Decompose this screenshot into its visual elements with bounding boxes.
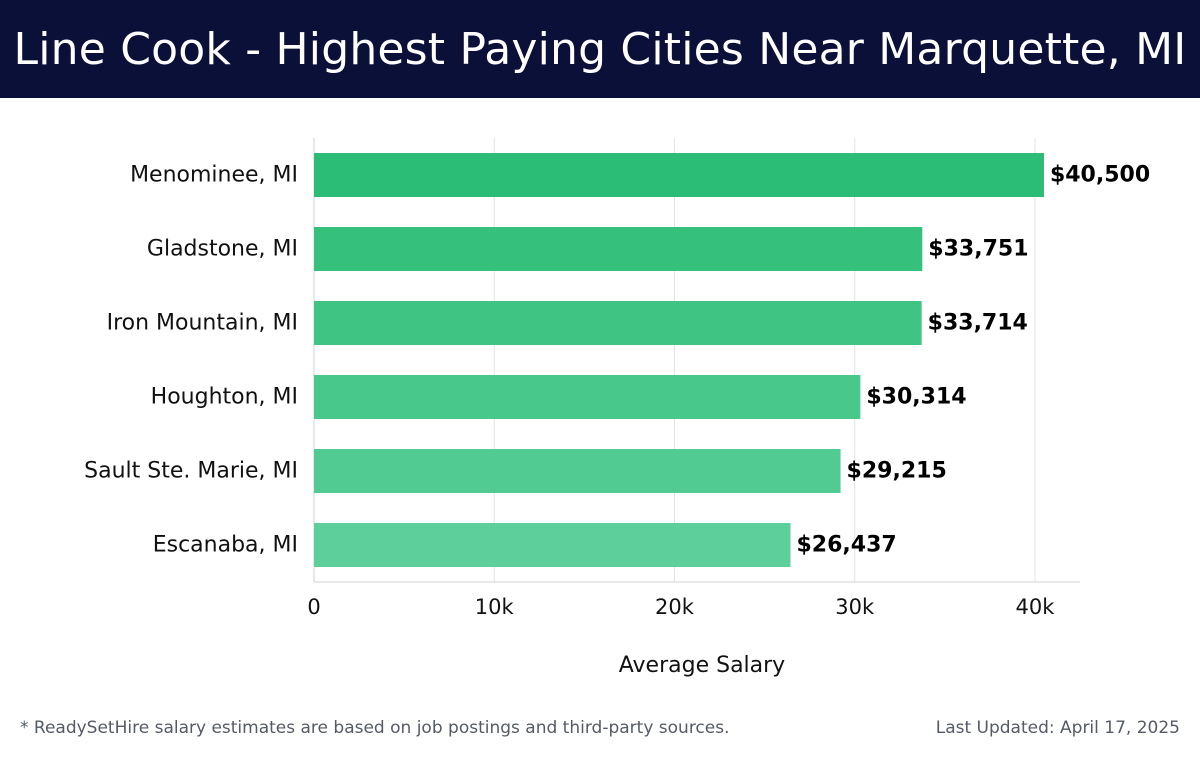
footnote: * ReadySetHire salary estimates are base… <box>20 718 730 738</box>
category-label: Houghton, MI <box>151 385 298 410</box>
x-tick-label: 20k <box>655 595 695 619</box>
bar <box>314 227 923 271</box>
bar <box>314 301 922 345</box>
data-label: $40,500 <box>1050 163 1150 188</box>
x-axis-title: Average Salary <box>619 653 785 678</box>
x-tick-label: 30k <box>835 595 875 619</box>
data-label: $30,314 <box>866 385 966 410</box>
category-label: Gladstone, MI <box>147 237 298 262</box>
bar <box>314 449 841 493</box>
x-tick-label: 0 <box>307 595 320 619</box>
x-tick-label: 10k <box>475 595 515 619</box>
category-label: Sault Ste. Marie, MI <box>84 459 298 484</box>
x-tick-label: 40k <box>1015 595 1055 619</box>
bar-chart: Menominee, MI $40,500 Gladstone, MI $33,751… <box>84 138 1150 678</box>
data-label: $26,437 <box>796 533 896 558</box>
data-label: $29,215 <box>847 459 947 484</box>
category-label: Escanaba, MI <box>153 533 298 558</box>
bar <box>314 375 861 419</box>
category-label: Iron Mountain, MI <box>107 311 298 336</box>
chart-header: Line Cook - Highest Paying Cities Near M… <box>0 0 1200 98</box>
data-label: $33,714 <box>928 311 1028 336</box>
last-updated: Last Updated: April 17, 2025 <box>935 718 1180 738</box>
category-label: Menominee, MI <box>130 163 298 188</box>
data-label: $33,751 <box>928 237 1028 262</box>
bar <box>314 153 1044 197</box>
bar <box>314 523 791 567</box>
chart-title: Line Cook - Highest Paying Cities Near M… <box>13 23 1187 75</box>
